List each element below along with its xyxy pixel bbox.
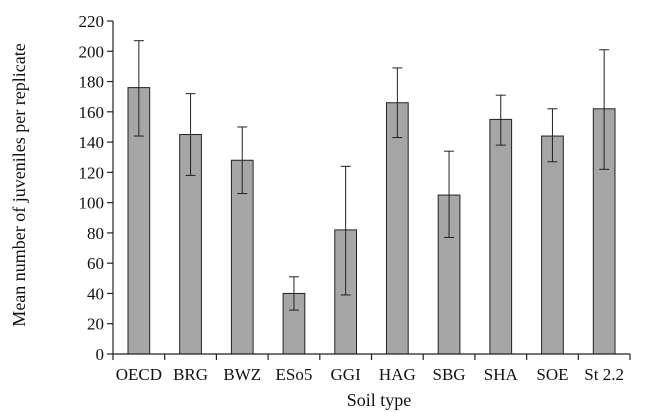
bar-HAG [385, 102, 409, 355]
bar-SOE [541, 135, 564, 355]
x-tick-label-OECD: OECD [116, 365, 162, 384]
y-tick-label: 180 [79, 73, 105, 92]
y-tick-label: 200 [79, 42, 105, 61]
y-tick-label: 220 [79, 12, 105, 31]
y-tick-label: 0 [96, 345, 105, 364]
x-tick-label-GGI: GGI [331, 365, 362, 384]
plot-area: 0 20 40 60 80 100 120 140 160 180 200 220 OECD BRG BWZ… [79, 12, 631, 384]
y-tick-label: 20 [87, 315, 104, 334]
x-axis-title: Soil type [347, 390, 412, 410]
x-tick-label-ESo5: ESo5 [276, 365, 313, 384]
x-tick-label-BRG: BRG [173, 365, 208, 384]
y-tick-label: 80 [87, 224, 104, 243]
x-tick-label-SHA: SHA [484, 365, 519, 384]
x-tick-label-HAG: HAG [379, 365, 416, 384]
y-tick-label: 100 [79, 194, 105, 213]
y-tick-label: 60 [87, 254, 104, 273]
x-tick-label-SOE: SOE [536, 365, 568, 384]
y-tick-label: 40 [87, 284, 104, 303]
y-tick-label: 140 [79, 133, 105, 152]
x-tick-label-SBG: SBG [433, 365, 466, 384]
bar-SHA [489, 118, 513, 355]
x-tick-label-St 2.2: St 2.2 [584, 365, 624, 384]
y-tick-label: 120 [79, 163, 105, 182]
y-axis-title: Mean number of juveniles per replicate [9, 43, 29, 326]
x-tick-label-BWZ: BWZ [223, 365, 261, 384]
y-tick-label: 160 [79, 103, 105, 122]
